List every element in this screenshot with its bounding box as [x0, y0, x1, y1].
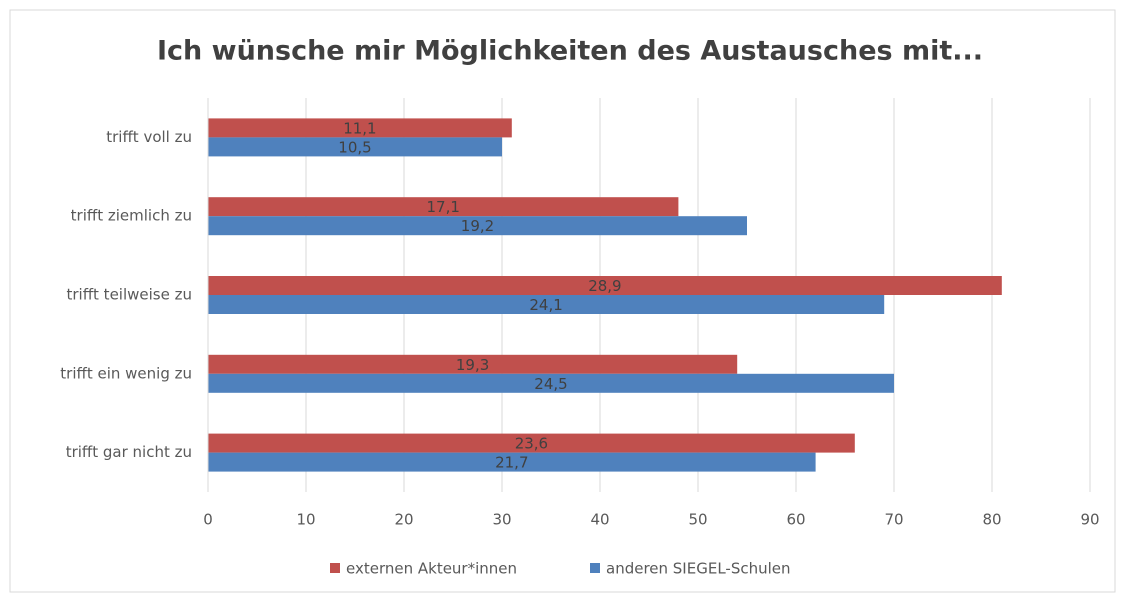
x-tick-label: 20: [394, 511, 413, 529]
bar: [208, 118, 512, 138]
data-label: 17,1: [426, 198, 459, 216]
bar: [208, 373, 894, 393]
bar: [208, 276, 1002, 295]
bar: [208, 452, 816, 472]
bar: [208, 433, 855, 453]
y-tick-label: trifft voll zu: [106, 128, 192, 146]
data-label: 19,2: [461, 217, 494, 235]
legend-swatch: [590, 563, 600, 573]
data-label: 21,7: [495, 454, 528, 472]
y-tick-label: trifft ein wenig zu: [60, 364, 192, 382]
data-label: 28,9: [588, 277, 621, 295]
x-tick-label: 50: [688, 511, 707, 529]
y-tick-label: trifft teilweise zu: [66, 286, 192, 304]
legend-label: anderen SIEGEL-Schulen: [606, 560, 791, 578]
data-label: 24,1: [529, 296, 562, 314]
x-tick-label: 30: [492, 511, 511, 529]
bar: [208, 137, 502, 157]
x-tick-label: 80: [982, 511, 1001, 529]
chart-title: Ich wünsche mir Möglichkeiten des Austau…: [157, 36, 983, 67]
data-label: 23,6: [515, 435, 548, 453]
y-tick-label: trifft gar nicht zu: [66, 443, 192, 461]
bar: [208, 216, 747, 236]
bar: [208, 354, 738, 374]
bar: [208, 197, 679, 217]
data-label: 24,5: [534, 375, 567, 393]
x-tick-label: 40: [590, 511, 609, 529]
data-label: 11,1: [343, 119, 376, 137]
x-tick-label: 60: [786, 511, 805, 529]
x-tick-label: 0: [203, 511, 213, 529]
legend-label: externen Akteur*innen: [346, 560, 517, 578]
x-tick-label: 70: [884, 511, 903, 529]
bar: [208, 295, 885, 314]
data-label: 10,5: [338, 138, 371, 156]
legend-swatch: [330, 563, 340, 573]
y-tick-label: trifft ziemlich zu: [71, 207, 192, 225]
x-tick-label: 10: [296, 511, 315, 529]
x-tick-label: 90: [1080, 511, 1099, 529]
data-label: 19,3: [456, 356, 489, 374]
